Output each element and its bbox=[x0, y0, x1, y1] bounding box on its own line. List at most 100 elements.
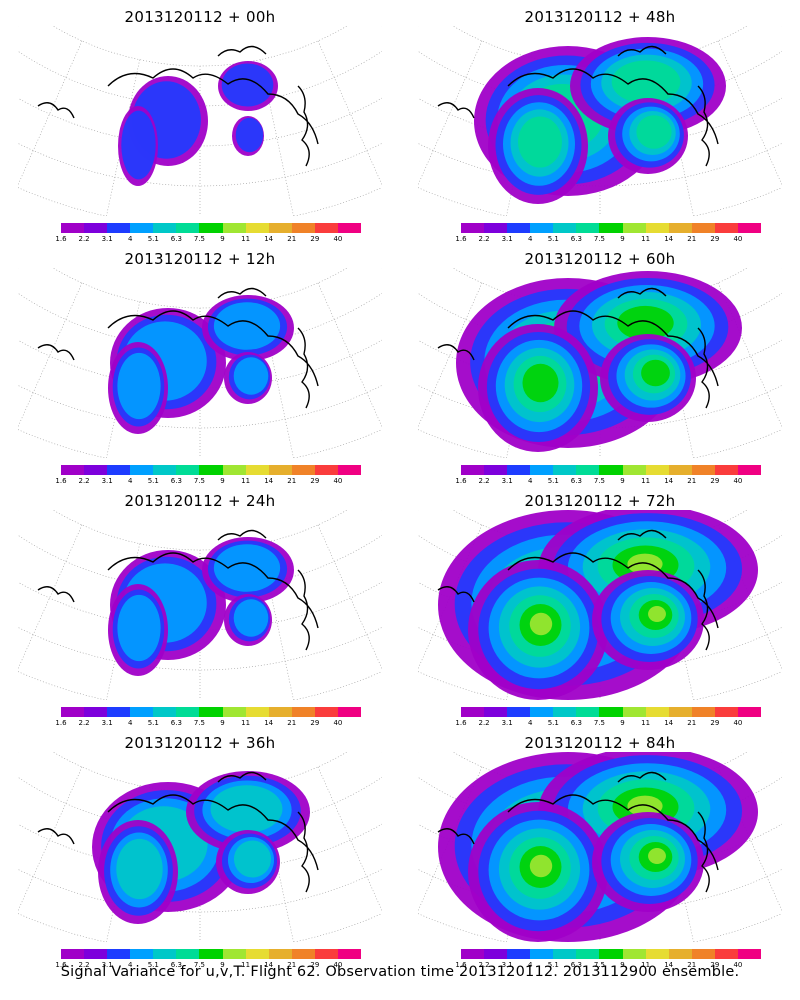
variance-contour bbox=[235, 117, 264, 153]
colorbar-swatch bbox=[291, 707, 315, 717]
variance-contour bbox=[641, 359, 670, 387]
colorbar-tick-label: 21 bbox=[287, 961, 297, 969]
colorbar-swatch bbox=[553, 223, 577, 233]
colorbar-tick-label: 7.5 bbox=[193, 961, 206, 969]
colorbar-tick-label: 40 bbox=[733, 961, 743, 969]
colorbar-tick-label: 1.6 bbox=[455, 235, 467, 243]
colorbar-swatch bbox=[622, 707, 646, 717]
colorbar-tick-label: 4 bbox=[127, 961, 133, 969]
variance-field bbox=[474, 37, 726, 204]
colorbar-tick-label: 40 bbox=[333, 477, 343, 485]
colorbar-swatch bbox=[291, 949, 315, 959]
colorbar-tick-label: 1.6 bbox=[455, 961, 467, 969]
colorbar-tick-label: 7.5 bbox=[193, 235, 206, 243]
coastline bbox=[437, 771, 719, 893]
variance-map bbox=[418, 268, 782, 458]
coastline bbox=[437, 529, 719, 651]
colorbar-swatch bbox=[461, 465, 485, 475]
colorbar-tick-label: 21 bbox=[687, 719, 697, 727]
colorbar-tick-label: 11 bbox=[241, 477, 251, 485]
colorbar-swatch bbox=[61, 223, 85, 233]
colorbar-swatch bbox=[222, 707, 246, 717]
colorbar-swatch bbox=[484, 223, 508, 233]
panel-title: 2013120112 + 84h bbox=[524, 734, 676, 752]
colorbar-tick-label: 9 bbox=[220, 477, 225, 485]
variance-field bbox=[438, 510, 758, 700]
colorbar-tick-label: 6.3 bbox=[570, 961, 582, 969]
forecast-panel: 2013120112 + 48h 1.6 2.2 3.1 4 5.1 6.3 7.5 9 11 14… bbox=[400, 0, 800, 243]
variance-field bbox=[438, 752, 758, 942]
colorbar-tick-label: 21 bbox=[687, 961, 697, 969]
colorbar-tick-label: 3.1 bbox=[501, 235, 513, 243]
variance-field bbox=[456, 271, 742, 452]
colorbar-swatch bbox=[199, 949, 223, 959]
colorbar-swatch bbox=[691, 707, 715, 717]
variance-contour bbox=[518, 116, 562, 168]
variance-contour bbox=[611, 60, 681, 104]
colorbar-swatch bbox=[291, 223, 315, 233]
colorbar-swatch bbox=[645, 707, 669, 717]
graticule bbox=[18, 26, 382, 216]
colorbar-tick-label: 40 bbox=[733, 235, 743, 243]
colorbar bbox=[61, 223, 362, 233]
colorbar-swatch bbox=[691, 465, 715, 475]
variance-contour bbox=[210, 785, 283, 833]
colorbar-tick-label: 21 bbox=[287, 719, 297, 727]
forecast-panel: 2013120112 + 36h 1.6 2.2 3.1 4 5.1 6.3 7.5 9 11 14… bbox=[0, 726, 400, 969]
colorbar-tick-label: 5.1 bbox=[547, 961, 559, 969]
colorbar-swatch bbox=[222, 223, 246, 233]
colorbar-tick-label: 1.6 bbox=[455, 477, 467, 485]
variance-contour bbox=[529, 612, 553, 636]
colorbar bbox=[61, 465, 362, 475]
colorbar-swatch bbox=[576, 949, 600, 959]
colorbar-swatch bbox=[245, 707, 269, 717]
colorbar-tick-label: 14 bbox=[664, 477, 674, 485]
colorbar-tick-label: 40 bbox=[733, 477, 743, 485]
colorbar-swatch bbox=[291, 465, 315, 475]
panel-title: 2013120112 + 48h bbox=[524, 8, 676, 26]
colorbar-swatch bbox=[153, 465, 177, 475]
colorbar-tick-label: 3.1 bbox=[101, 477, 113, 485]
variance-contour bbox=[522, 363, 559, 403]
panel-title: 2013120112 + 12h bbox=[124, 250, 276, 268]
colorbar-swatch bbox=[199, 465, 223, 475]
colorbar-tick-label: 9 bbox=[620, 477, 625, 485]
colorbar-swatch bbox=[61, 949, 85, 959]
colorbar-swatch bbox=[461, 223, 485, 233]
colorbar-tick-label: 9 bbox=[620, 719, 625, 727]
colorbar-tick-label: 1.6 bbox=[55, 961, 67, 969]
colorbar-swatch bbox=[599, 949, 623, 959]
colorbar-swatch bbox=[714, 223, 738, 233]
colorbar-tick-label: 4 bbox=[127, 235, 133, 243]
colorbar-swatch bbox=[645, 949, 669, 959]
colorbar-swatch bbox=[130, 949, 154, 959]
colorbar-tick-label: 7.5 bbox=[593, 961, 606, 969]
colorbar-tick-label: 11 bbox=[641, 477, 651, 485]
coastline bbox=[37, 771, 319, 893]
variance-contour bbox=[627, 795, 663, 817]
colorbar-tick-label: 7.5 bbox=[593, 719, 606, 727]
colorbar-swatch bbox=[507, 949, 531, 959]
colorbar-tick-label: 40 bbox=[733, 719, 743, 727]
colorbar-swatch bbox=[645, 465, 669, 475]
colorbar-tick-label: 2.2 bbox=[478, 477, 490, 485]
colorbar-swatch bbox=[84, 465, 108, 475]
colorbar-swatch bbox=[337, 223, 362, 233]
colorbar-swatch bbox=[61, 465, 85, 475]
colorbar-tick-label: 3.1 bbox=[501, 719, 513, 727]
colorbar-tick-label: 3.1 bbox=[101, 235, 113, 243]
colorbar-swatch bbox=[553, 707, 577, 717]
colorbar-tick-label: 5.1 bbox=[547, 477, 559, 485]
colorbar-tick-label: 14 bbox=[264, 961, 274, 969]
colorbar-tick-label: 6.3 bbox=[170, 477, 182, 485]
colorbar-swatch bbox=[130, 707, 154, 717]
colorbar-tick-label: 6.3 bbox=[170, 719, 182, 727]
colorbar-swatch bbox=[530, 949, 554, 959]
colorbar-tick-label: 3.1 bbox=[501, 477, 513, 485]
variance-map bbox=[418, 752, 782, 942]
colorbar-tick-label: 2.2 bbox=[478, 719, 490, 727]
variance-field bbox=[108, 537, 294, 676]
colorbar-swatch bbox=[245, 223, 269, 233]
colorbar-swatch bbox=[130, 223, 154, 233]
colorbar-swatch bbox=[737, 465, 762, 475]
